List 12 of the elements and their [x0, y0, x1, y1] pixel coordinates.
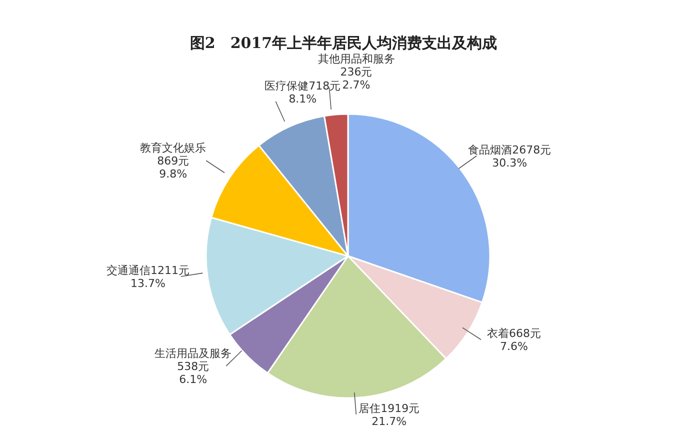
slice-label: 其他用品和服务: [318, 52, 395, 66]
slice-label: 食品烟酒2678元 30.3%: [468, 143, 552, 170]
data-label: 869元 9.8%: [157, 154, 190, 181]
slice-label: 衣着668元 7.6%: [487, 327, 542, 354]
slice-label: 交通通信1211元 13.7%: [106, 264, 190, 290]
data-label: 538元 6.1%: [177, 360, 210, 386]
slice-label: 教育文化娱乐: [140, 142, 206, 155]
chart-title: 图2 2017年上半年居民人均消费支出及构成: [188, 34, 498, 53]
slice-label: 医疗保健718元 8.1%: [264, 79, 341, 106]
slice-label: 生活用品及服务: [154, 347, 232, 360]
data-label: 236元 2.7%: [340, 66, 372, 92]
slice-label: 居住1919元 21.7%: [358, 402, 420, 428]
